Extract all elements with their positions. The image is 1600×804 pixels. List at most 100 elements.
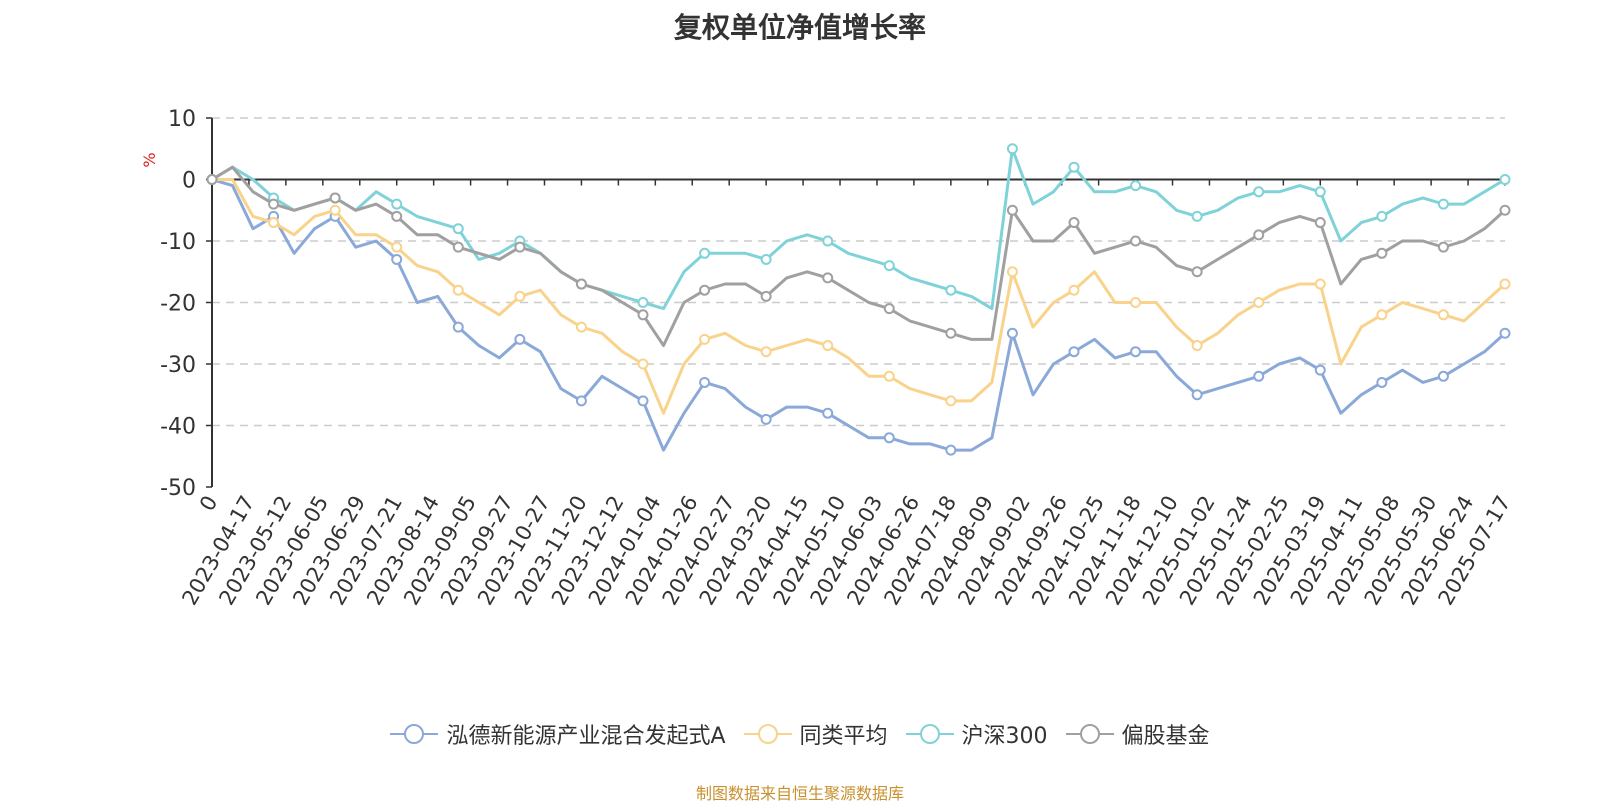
series-point[interactable] [514,241,526,253]
series-point[interactable] [699,284,711,296]
y-tick-label: -50 [160,476,196,501]
y-tick-label: -10 [160,230,196,255]
series-point[interactable] [391,198,403,210]
series-point[interactable] [883,370,895,382]
series-point[interactable] [1314,278,1326,290]
series-point[interactable] [760,413,772,425]
series-point[interactable] [945,395,957,407]
legend-marker-icon [905,724,954,744]
series-point[interactable] [206,174,218,185]
series-point[interactable] [268,198,280,210]
series-point[interactable] [637,395,649,407]
series-point[interactable] [1130,235,1142,247]
legend-marker-icon [390,724,439,744]
series-point[interactable] [575,321,587,333]
legend-label: 偏股基金 [1121,724,1210,749]
series-point[interactable] [1253,229,1265,241]
series-point[interactable] [1314,217,1326,229]
legend-marker-icon [1065,724,1114,744]
legend-label: 同类平均 [799,724,888,749]
series-point[interactable] [1253,186,1265,198]
series-point[interactable] [1068,346,1080,358]
series-point[interactable] [822,340,834,352]
series-point[interactable] [822,235,834,247]
legend-item-fund[interactable]: 泓德新能源产业混合发起式A [390,718,726,750]
data-source-note: 制图数据来自恒生聚源数据库 [695,784,904,803]
series-point[interactable] [637,309,649,321]
series-point[interactable] [1437,309,1449,321]
series-point[interactable] [1191,210,1203,222]
series-point[interactable] [822,407,834,419]
series-point[interactable] [822,272,834,284]
series-point[interactable] [1130,180,1142,192]
y-tick-label: 10 [168,107,196,132]
series-point[interactable] [883,432,895,444]
series-point[interactable] [514,290,526,302]
y-tick-label: -40 [160,415,196,440]
series-point[interactable] [1499,327,1511,339]
series-point[interactable] [1006,143,1018,155]
series-point[interactable] [452,223,464,235]
series-point[interactable] [1006,266,1018,278]
chart-title: 复权单位净值增长率 [673,11,926,44]
legend-item-csi300[interactable]: 沪深300 [905,718,1048,750]
series-point[interactable] [329,204,341,216]
series-point[interactable] [1130,297,1142,308]
series-point[interactable] [1006,327,1018,339]
series-point[interactable] [1437,370,1449,382]
series-point[interactable] [1499,204,1511,216]
series-point[interactable] [514,333,526,345]
series-point[interactable] [1191,340,1203,352]
series-point[interactable] [268,217,280,229]
series-point[interactable] [1376,247,1388,259]
series-point[interactable] [1437,198,1449,210]
legend-item-peer-average[interactable]: 同类平均 [743,718,888,750]
series-point[interactable] [329,192,341,204]
series-point[interactable] [637,358,649,370]
series-point[interactable] [945,327,957,339]
series-point[interactable] [1253,370,1265,382]
series-point[interactable] [391,210,403,222]
series-point[interactable] [699,247,711,259]
series-point[interactable] [760,290,772,302]
series-point[interactable] [760,253,772,265]
series-point[interactable] [1499,278,1511,290]
y-tick-label: -30 [160,353,196,378]
series-point[interactable] [699,376,711,388]
series-point[interactable] [1068,284,1080,296]
legend-item-equity-fund[interactable]: 偏股基金 [1065,718,1210,750]
series-point[interactable] [1191,389,1203,401]
series-line-2 [211,147,1506,311]
series-point[interactable] [1006,204,1018,216]
series-point[interactable] [391,253,403,265]
series-point[interactable] [1314,186,1326,198]
series-point[interactable] [945,284,957,296]
legend-label: 泓德新能源产业混合发起式A [446,724,726,749]
series-point[interactable] [452,241,464,253]
series-point[interactable] [575,395,587,407]
series-point[interactable] [1499,174,1511,185]
series-point[interactable] [1437,241,1449,253]
series-point[interactable] [1376,210,1388,222]
series-point[interactable] [1068,217,1080,229]
series-point[interactable] [452,284,464,296]
series-point[interactable] [637,297,649,308]
series-point[interactable] [1376,376,1388,388]
series-point[interactable] [699,333,711,345]
series-point[interactable] [1314,364,1326,376]
y-axis-label: % [140,152,159,167]
series-line-3 [211,165,1507,347]
series-point[interactable] [945,444,957,456]
grid-lines [212,117,1505,427]
series-point[interactable] [883,260,895,272]
series-point[interactable] [1376,309,1388,321]
series-point[interactable] [575,278,587,290]
series-point[interactable] [391,241,403,253]
series-point[interactable] [1253,297,1265,308]
series-point[interactable] [452,321,464,333]
series-point[interactable] [1130,346,1142,358]
series-point[interactable] [760,346,772,358]
series-point[interactable] [1068,161,1080,173]
series-point[interactable] [1191,266,1203,278]
series-point[interactable] [883,303,895,315]
